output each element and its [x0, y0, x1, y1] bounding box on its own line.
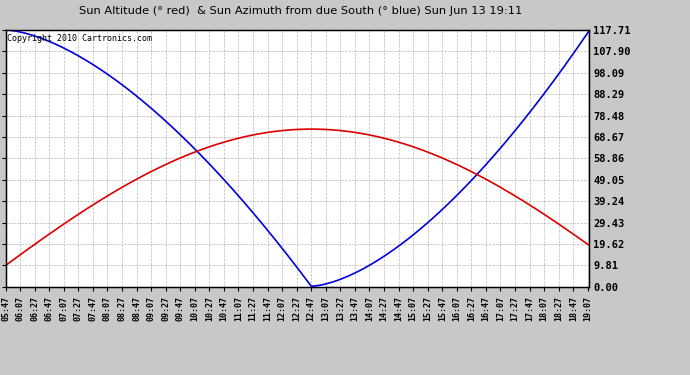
- Text: Copyright 2010 Cartronics.com: Copyright 2010 Cartronics.com: [7, 34, 152, 43]
- Text: Sun Altitude (° red)  & Sun Azimuth from due South (° blue) Sun Jun 13 19:11: Sun Altitude (° red) & Sun Azimuth from …: [79, 6, 522, 16]
